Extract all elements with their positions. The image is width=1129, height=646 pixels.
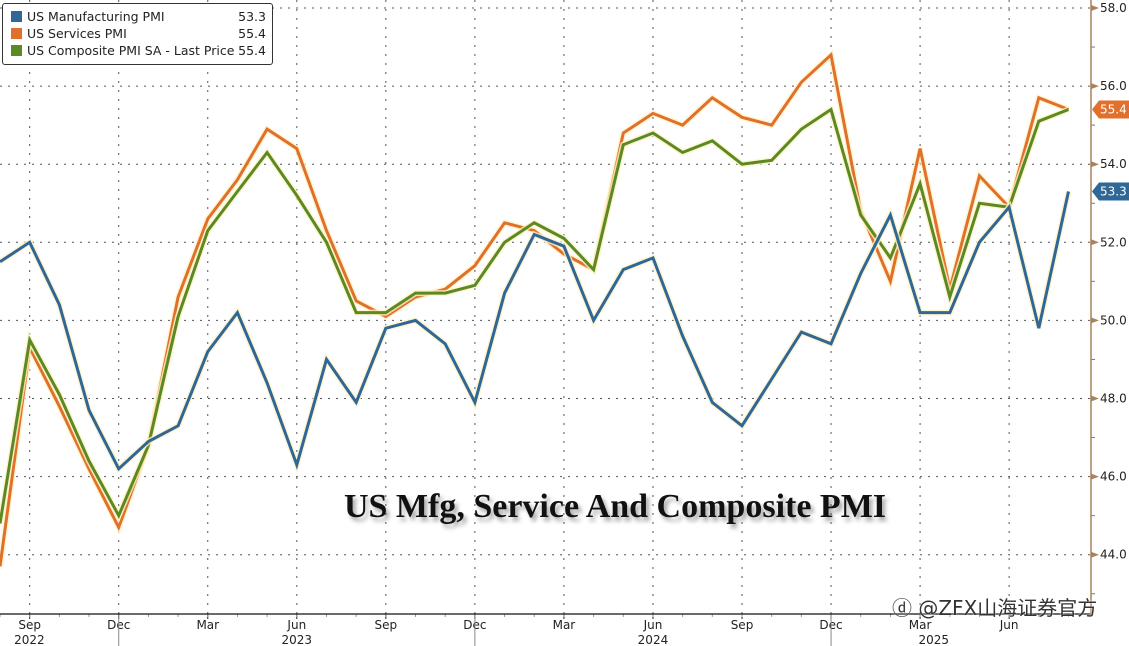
zhihu-icon: ⓓ [892,596,912,620]
x-tick-label: Sep [375,618,398,632]
y-tick-mark [1091,395,1099,402]
legend: US Manufacturing PMI 53.3 US Services PM… [2,3,273,65]
y-tick-label: 54.0 [1100,157,1127,171]
x-year-label: 2024 [638,633,669,646]
legend-label: US Services PMI [27,26,127,41]
legend-label: US Composite PMI SA - Last Price [27,43,235,58]
series-lines [0,49,1072,567]
x-year-label: 2023 [282,633,313,646]
y-tick-mark [1091,317,1099,324]
y-tick-label: 50.0 [1100,313,1127,327]
y-tick-label: 48.0 [1100,392,1127,406]
watermark: ⓓ @ZFX山海证券官方 [892,592,1097,621]
y-tick-mark [1091,5,1099,11]
y-tick-label: 44.0 [1100,548,1127,562]
watermark-text: @ZFX山海证券官方 [918,596,1098,620]
y-tick-label: 46.0 [1100,470,1127,484]
x-tick-label: Mar [909,618,932,632]
y-tick-label: 56.0 [1100,79,1127,93]
y-tick-label: 58.0 [1100,1,1127,15]
x-year-label: 2022 [14,633,45,646]
x-tick-label: Sep [731,618,754,632]
legend-value: 55.4 [238,26,266,41]
y-tick-mark [1091,239,1099,246]
chart-title: US Mfg, Service And Composite PMI [343,488,887,525]
legend-item-services: US Services PMI 55.4 [11,25,266,42]
last-price-labels: 55.4 53.3 [1092,100,1129,201]
legend-swatch-services [11,28,22,39]
x-tick-label: Jun [643,618,663,632]
y-tick-label: 52.0 [1100,235,1127,249]
legend-swatch-manufacturing [11,11,22,22]
y-tick-mark [1091,83,1099,90]
x-tick-label: Mar [553,618,576,632]
x-tick-label: Jun [286,618,306,632]
legend-item-composite: US Composite PMI SA - Last Price 55.4 [11,42,266,59]
legend-label: US Manufacturing PMI [27,9,165,24]
y-tick-mark [1091,161,1099,168]
x-tick-label: Mar [196,618,219,632]
legend-swatch-composite [11,45,22,56]
last-price-badge [1092,100,1129,119]
legend-value: 55.4 [238,43,266,58]
x-tick-label: Jun [999,618,1019,632]
legend-item-manufacturing: US Manufacturing PMI 53.3 [11,8,266,25]
last-price-label: 53.3 [1100,185,1127,199]
series-line-us-composite-pmi-sa-last-price [0,107,1070,524]
last-price-label: 55.4 [1100,103,1127,117]
series-line-us-manufacturing-pmi [0,191,1070,472]
series-glow [0,104,1070,524]
y-tick-mark [1091,551,1099,558]
x-tick-label: Sep [18,618,41,632]
y-tick-mark [1091,473,1099,480]
legend-value: 53.3 [238,9,266,24]
last-price-badge [1092,182,1129,201]
x-year-label: 2025 [918,633,949,646]
